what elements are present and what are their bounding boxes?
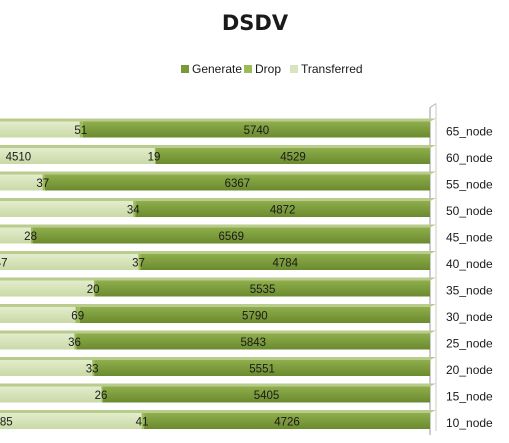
category-label: 40_node	[446, 257, 493, 271]
value-label-transferred: 4747	[0, 258, 8, 270]
value-label-drop: 69	[71, 311, 84, 323]
bar-drop	[133, 201, 136, 217]
legend-swatch-generate	[181, 65, 189, 73]
bar-transferred	[0, 413, 142, 429]
bar-generate	[79, 307, 430, 323]
category-label: 55_node	[446, 178, 493, 192]
value-label-generate: 5740	[244, 125, 270, 137]
category-label: 20_node	[446, 363, 493, 377]
bar-top-face	[0, 410, 436, 413]
bar-drop	[75, 307, 80, 323]
bar-transferred	[0, 254, 139, 270]
bar-drop	[74, 333, 77, 350]
bar-generate	[140, 254, 430, 270]
value-label-drop: 28	[24, 231, 37, 243]
bar-generate	[82, 121, 430, 138]
bar-transferred	[0, 307, 76, 323]
bar-drop	[79, 121, 83, 138]
category-label: 30_node	[446, 310, 493, 324]
bar-generate	[95, 280, 430, 297]
bar-top-face	[0, 304, 436, 307]
bar-drop	[30, 227, 33, 244]
value-label-drop: 19	[148, 152, 161, 164]
bar-top-face	[0, 171, 436, 175]
category-label: 25_node	[446, 337, 493, 351]
value-label-drop: 41	[136, 417, 149, 429]
value-label-generate: 4784	[272, 258, 298, 270]
value-label-generate: 4872	[270, 205, 296, 217]
category-label: 50_node	[446, 204, 493, 218]
bar-top-face	[0, 383, 436, 387]
value-label-drop: 33	[86, 364, 99, 376]
bar-generate	[94, 360, 431, 376]
value-label-drop: 51	[74, 125, 87, 137]
bar-transferred	[0, 148, 155, 164]
bar-top-face	[0, 224, 436, 228]
bar-transferred	[0, 280, 94, 297]
bar-transferred	[0, 174, 43, 191]
bar-top-face	[0, 277, 436, 281]
bar-top-face	[0, 145, 436, 148]
value-label-transferred: 4510	[6, 152, 32, 164]
legend-label-generate: Generate	[192, 62, 242, 76]
bar-top-face	[0, 330, 436, 334]
category-label: 65_node	[446, 125, 493, 139]
value-label-generate: 5405	[254, 390, 280, 402]
bar-top-face	[0, 118, 436, 122]
bar-generate	[135, 201, 430, 217]
value-label-generate: 6569	[218, 231, 244, 243]
value-label-generate: 4529	[280, 152, 306, 164]
bar-transferred	[0, 360, 93, 376]
value-label-generate: 5843	[240, 337, 266, 349]
bar-top-face	[0, 198, 436, 201]
bar-generate	[32, 227, 430, 244]
bar-transferred	[0, 227, 31, 244]
bar-generate	[76, 333, 430, 350]
category-label: 35_node	[446, 284, 493, 298]
bar-generate	[155, 148, 431, 164]
chart-title: DSDV	[222, 11, 289, 35]
bars	[0, 118, 436, 429]
value-label-drop: 37	[132, 258, 145, 270]
legend-swatch-drop	[244, 65, 252, 73]
bar-drop	[101, 386, 103, 403]
bar-drop	[92, 360, 95, 376]
bar-drop	[138, 254, 141, 270]
bar-generate	[144, 413, 430, 429]
bar-generate	[102, 386, 430, 403]
value-label-transferred: 4685	[0, 417, 13, 429]
legend-label-transferred: Transferred	[301, 62, 363, 76]
value-label-drop: 26	[95, 390, 108, 402]
category-label: 10_node	[446, 416, 493, 430]
category-label: 15_node	[446, 390, 493, 404]
bar-transferred	[0, 333, 75, 350]
value-label-drop: 34	[127, 205, 140, 217]
value-label-generate: 5790	[242, 311, 268, 323]
bar-transferred	[0, 386, 102, 403]
bar-drop	[42, 174, 45, 191]
category-label: 60_node	[446, 151, 493, 165]
value-label-drop: 20	[87, 284, 100, 296]
bar-drop	[154, 148, 156, 164]
bar-transferred	[0, 121, 80, 138]
value-label-generate: 5551	[249, 364, 275, 376]
bar-drop	[93, 280, 96, 297]
bar-top-face	[0, 251, 436, 254]
value-label-generate: 4726	[274, 417, 300, 429]
bar-transferred	[0, 201, 134, 217]
category-label: 45_node	[446, 231, 493, 245]
legend: Generate Drop Transferred	[181, 62, 363, 76]
value-label-drop: 37	[36, 178, 49, 190]
legend-swatch-transferred	[290, 65, 298, 73]
legend-label-drop: Drop	[255, 62, 281, 76]
value-label-generate: 5535	[250, 284, 276, 296]
category-labels: 568951574065_node451019452960_node633037…	[0, 125, 493, 431]
bar-drop	[141, 413, 145, 429]
axis-depth-line	[429, 103, 437, 108]
bar-generate	[44, 174, 430, 191]
bar-top-face	[0, 357, 436, 360]
value-label-generate: 6367	[225, 178, 251, 190]
value-label-drop: 36	[68, 337, 81, 349]
